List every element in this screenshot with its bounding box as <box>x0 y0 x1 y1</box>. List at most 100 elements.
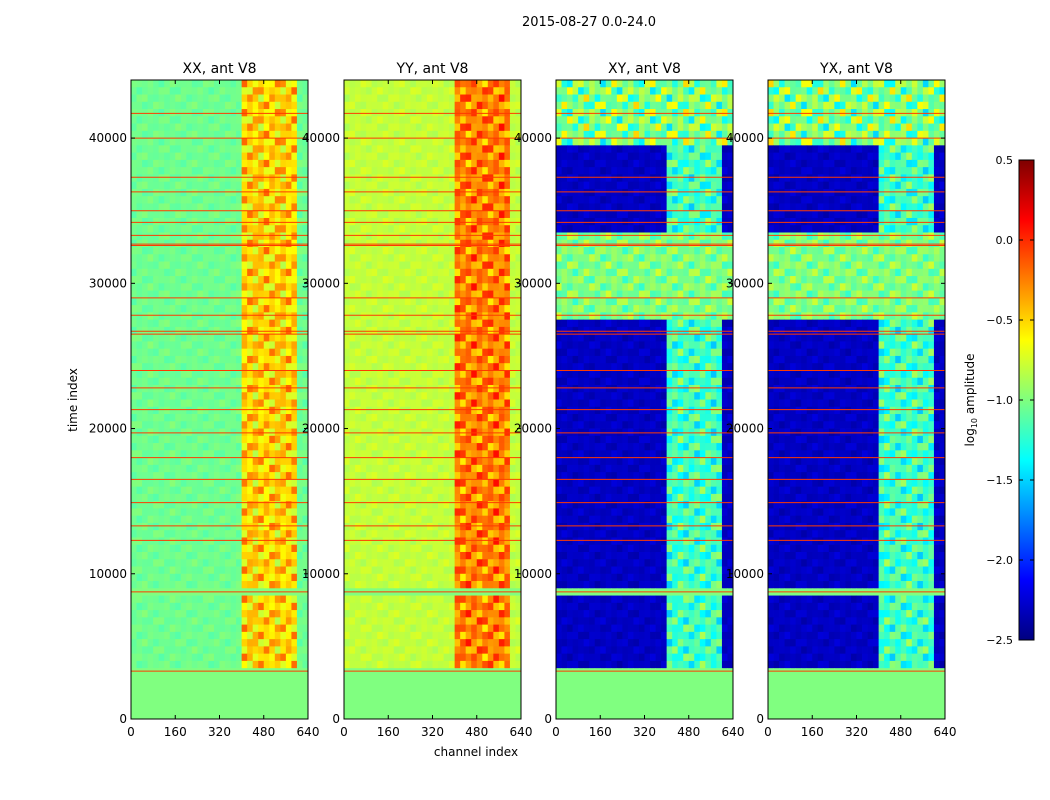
heatmap-cell <box>515 530 521 538</box>
heatmap-cell <box>147 617 154 625</box>
heatmap-cell <box>393 116 400 124</box>
heatmap-cell <box>515 334 521 342</box>
x-tick-label: 160 <box>164 725 187 739</box>
heatmap-cell <box>349 544 356 553</box>
heatmap-cell <box>225 196 231 204</box>
heatmap-cell <box>153 530 160 538</box>
heatmap-cell <box>164 682 171 691</box>
heatmap-cell <box>280 595 287 604</box>
heatmap-cell <box>169 559 176 567</box>
heatmap-cell <box>236 159 243 168</box>
heatmap-cell <box>236 551 243 560</box>
heatmap-cell <box>164 697 171 705</box>
heatmap-cell <box>344 370 350 379</box>
heatmap-cell <box>515 268 521 277</box>
heatmap-cell <box>454 472 461 480</box>
heatmap-cell <box>377 363 384 371</box>
heatmap-cell <box>388 283 395 291</box>
heatmap-cell <box>142 217 148 226</box>
heatmap-cell <box>471 130 478 139</box>
heatmap-cell <box>449 414 456 422</box>
heatmap-cell <box>302 581 308 589</box>
heatmap-cell <box>197 559 204 567</box>
heatmap-cell <box>421 196 428 204</box>
heatmap-cell <box>432 116 439 124</box>
heatmap-cell <box>258 268 265 277</box>
heatmap-cell <box>258 624 265 633</box>
heatmap-cell <box>175 639 182 647</box>
heatmap-cell <box>175 464 182 473</box>
heatmap-cell <box>291 247 298 255</box>
heatmap-cell <box>432 355 439 364</box>
heatmap-cell <box>498 138 505 146</box>
heatmap-cell <box>404 493 411 502</box>
heatmap-cell <box>371 225 378 233</box>
heatmap-cell <box>202 152 209 161</box>
heatmap-cell <box>388 399 395 408</box>
heatmap-cell <box>509 152 516 161</box>
heatmap-cell <box>147 551 154 560</box>
heatmap-cell <box>377 522 384 531</box>
heatmap-cell <box>404 544 411 553</box>
heatmap-cell <box>175 559 182 567</box>
heatmap-cell <box>302 355 308 364</box>
heatmap-cell <box>498 443 505 451</box>
heatmap-cell <box>164 660 171 669</box>
heatmap-cell <box>509 472 516 480</box>
heatmap-cell <box>371 203 378 212</box>
heatmap-cell <box>147 261 154 270</box>
heatmap-cell <box>509 261 516 270</box>
heatmap-cell <box>509 551 516 560</box>
heatmap-cell <box>366 370 373 379</box>
heatmap-cell <box>147 290 154 299</box>
heatmap-cell <box>169 384 176 393</box>
heatmap-cell <box>285 319 292 328</box>
heatmap-cell <box>252 326 259 335</box>
heatmap-cell <box>153 493 160 502</box>
heatmap-cell <box>258 247 265 255</box>
heatmap-cell <box>344 101 350 110</box>
heatmap-cell <box>136 551 143 560</box>
heatmap-cell <box>388 414 395 422</box>
heatmap-cell <box>515 428 521 437</box>
heatmap-cell <box>263 363 270 371</box>
heatmap-cell <box>258 595 265 604</box>
heatmap-cell <box>169 247 176 255</box>
heatmap-cell <box>269 537 276 546</box>
heatmap-cell <box>471 486 478 495</box>
heatmap-cell <box>285 174 292 183</box>
heatmap-cell <box>410 217 417 226</box>
heatmap-cell <box>432 450 439 458</box>
heatmap-cell <box>426 428 433 437</box>
heatmap-cell <box>371 537 378 546</box>
heatmap-cell <box>142 689 148 698</box>
heatmap-cell <box>296 610 303 618</box>
heatmap-cell <box>263 610 270 618</box>
heatmap-cell <box>438 355 444 364</box>
heatmap-cell <box>291 624 298 633</box>
heatmap-cell <box>142 414 148 422</box>
heatmap-cell <box>269 239 276 248</box>
heatmap-cell <box>285 181 292 190</box>
heatmap-cell <box>274 109 281 117</box>
heatmap-cell <box>388 406 395 415</box>
heatmap-cell <box>296 653 303 662</box>
heatmap-cell <box>460 159 467 168</box>
heatmap-cell <box>142 486 148 495</box>
heatmap-cell <box>498 145 505 154</box>
heatmap-cell <box>382 225 389 233</box>
heatmap-cell <box>285 435 292 444</box>
heatmap-cell <box>247 530 254 538</box>
heatmap-cell <box>291 697 298 705</box>
heatmap-cell <box>460 334 467 342</box>
heatmap-cell <box>487 167 494 175</box>
heatmap-cell <box>291 464 298 473</box>
heatmap-cell <box>438 268 444 277</box>
heatmap-cell <box>158 130 165 139</box>
heatmap-cell <box>382 123 389 132</box>
heatmap-cell <box>247 217 254 226</box>
heatmap-cell <box>258 377 265 386</box>
heatmap-cell <box>382 493 389 502</box>
heatmap-cell <box>498 486 505 495</box>
heatmap-cell <box>142 406 148 415</box>
